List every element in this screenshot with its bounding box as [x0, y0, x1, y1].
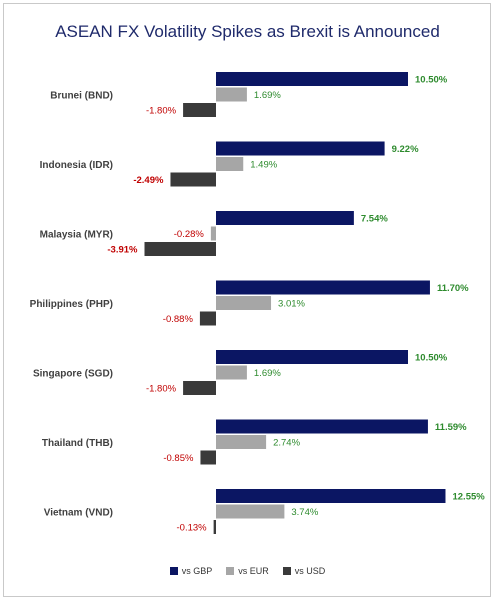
- bar-vs-usd: [199, 311, 216, 326]
- bar-vs-usd: [170, 172, 216, 187]
- data-label: 7.54%: [361, 214, 388, 225]
- legend-item: vs EUR: [226, 566, 269, 576]
- legend-label: vs USD: [294, 566, 326, 576]
- data-label: -3.91%: [107, 245, 138, 256]
- bar-vs-usd: [144, 242, 216, 256]
- bar-vs-gbp: [216, 419, 428, 434]
- data-label: 1.69%: [254, 368, 281, 379]
- bar-vs-gbp: [216, 141, 385, 156]
- bar-vs-eur: [210, 226, 216, 241]
- bar-vs-gbp: [216, 72, 408, 86]
- bar-vs-usd: [183, 103, 216, 117]
- category-label: Philippines (PHP): [30, 299, 113, 310]
- bar-vs-eur: [216, 504, 285, 519]
- bar-vs-eur: [216, 435, 267, 449]
- category-label: Thailand (THB): [42, 438, 113, 449]
- data-label: 1.69%: [254, 90, 281, 101]
- data-label: -2.49%: [133, 175, 164, 186]
- bar-vs-eur: [216, 157, 244, 171]
- category-label: Indonesia (IDR): [40, 160, 113, 171]
- legend-swatch: [282, 567, 291, 575]
- data-label: 11.59%: [435, 422, 467, 433]
- data-label: -1.80%: [146, 384, 177, 395]
- chart-legend: vs GBP vs EUR vs USD: [0, 566, 495, 576]
- data-label: -0.88%: [163, 314, 194, 325]
- category-label: Vietnam (VND): [44, 508, 113, 519]
- bar-vs-eur: [216, 87, 247, 102]
- category-label: Malaysia (MYR): [40, 230, 113, 241]
- data-label: 9.22%: [392, 144, 419, 155]
- legend-item: vs GBP: [169, 566, 213, 576]
- data-label: 2.74%: [273, 438, 300, 449]
- legend-label: vs GBP: [181, 566, 213, 576]
- data-label: -0.85%: [163, 453, 194, 464]
- legend-label: vs EUR: [238, 566, 269, 576]
- bar-vs-usd: [200, 450, 216, 465]
- data-label: -0.13%: [177, 523, 208, 534]
- data-label: 12.55%: [452, 492, 485, 503]
- data-label: 3.01%: [278, 299, 305, 310]
- data-label: 10.50%: [415, 75, 448, 86]
- legend-swatch: [169, 567, 178, 575]
- bar-vs-gbp: [216, 350, 408, 364]
- bar-vs-gbp: [216, 280, 430, 295]
- data-label: -1.80%: [146, 106, 177, 117]
- legend-item: vs USD: [282, 566, 326, 576]
- data-label: -0.28%: [174, 229, 205, 240]
- bar-vs-eur: [216, 296, 272, 310]
- bar-vs-usd: [213, 520, 216, 534]
- data-label: 3.74%: [291, 507, 318, 518]
- data-label: 11.70%: [437, 283, 469, 294]
- category-label: Brunei (BND): [50, 91, 113, 102]
- bar-vs-eur: [216, 365, 247, 380]
- legend-swatch: [226, 567, 235, 575]
- bar-vs-gbp: [216, 489, 446, 503]
- bar-vs-usd: [183, 381, 216, 395]
- chart-title: ASEAN FX Volatility Spikes as Brexit is …: [55, 22, 440, 41]
- data-label: 1.49%: [250, 160, 277, 171]
- bar-vs-gbp: [216, 211, 354, 225]
- category-label: Singapore (SGD): [33, 369, 113, 380]
- data-label: 10.50%: [415, 353, 448, 364]
